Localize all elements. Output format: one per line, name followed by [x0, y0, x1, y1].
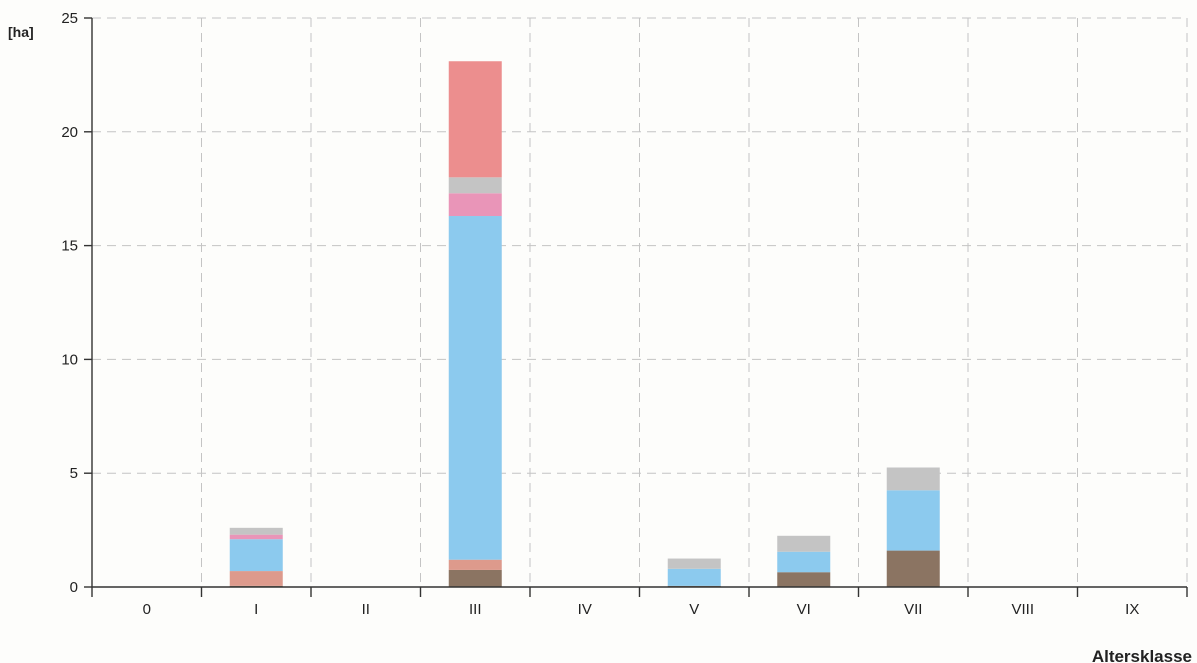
x-axis-label: Altersklasse	[1092, 647, 1192, 663]
bar-segment	[777, 535, 831, 552]
axes	[84, 17, 1188, 597]
y-tick-label: 10	[61, 351, 78, 368]
bar-segment	[886, 467, 940, 491]
bar-segment	[777, 551, 831, 573]
x-tick-label: VIII	[1011, 601, 1034, 618]
bar-segment	[448, 177, 502, 194]
bar-segment	[448, 559, 502, 570]
bar-segment	[229, 527, 283, 535]
x-tick-label: V	[689, 601, 699, 618]
x-tick-label: IX	[1125, 601, 1139, 618]
bars	[229, 61, 940, 587]
bar-segment	[886, 490, 940, 551]
bar-segment	[229, 539, 283, 572]
x-tick-label: VII	[904, 601, 922, 618]
y-tick-label: 25	[61, 10, 78, 27]
x-tick-label: III	[469, 601, 482, 618]
bar-segment	[229, 571, 283, 586]
bar-segment	[229, 534, 283, 540]
y-tick-label: 15	[61, 238, 78, 255]
bar-segment	[448, 216, 502, 560]
y-axis-label: [ha]	[8, 24, 34, 40]
x-tick-labels: 0 I II III IV V VI VII VIII IX	[143, 601, 1140, 618]
bar-segment	[448, 569, 502, 587]
bar-segment	[886, 550, 940, 587]
bar-segment	[667, 568, 721, 586]
bar-segment	[448, 193, 502, 217]
y-tick-label: 0	[70, 579, 78, 596]
y-tick-labels: 0 5 10 15 20 25	[61, 10, 78, 596]
x-tick-label: I	[254, 601, 258, 618]
y-tick-label: 20	[61, 124, 78, 141]
x-tick-label: II	[362, 601, 370, 618]
bar-segment	[667, 558, 721, 569]
x-tick-label: 0	[143, 601, 151, 618]
bar-segment	[777, 572, 831, 587]
x-tick-label: IV	[578, 601, 592, 618]
grid	[92, 17, 1188, 587]
y-tick-label: 5	[70, 465, 78, 482]
bar-segment	[448, 61, 502, 178]
x-tick-label: VI	[797, 601, 811, 618]
